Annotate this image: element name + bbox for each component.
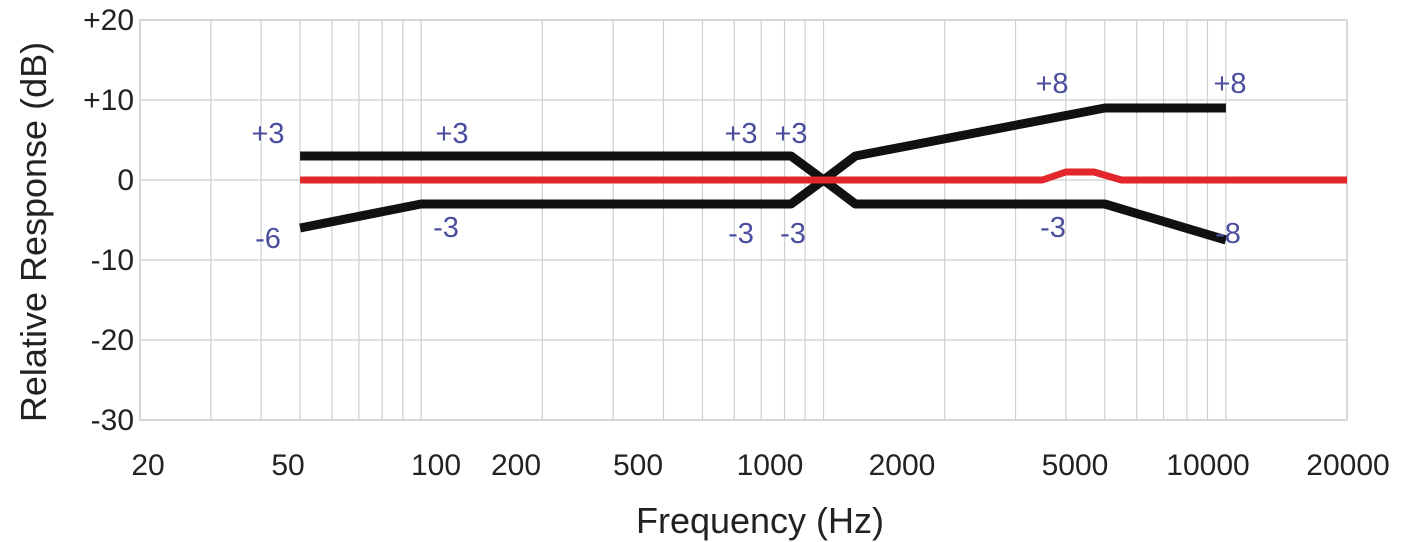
data-annotation: -3	[433, 212, 459, 244]
x-tick-label: 2000	[869, 449, 936, 482]
data-annotation: -3	[780, 218, 806, 250]
x-axis-title: Frequency (Hz)	[636, 500, 884, 541]
data-annotation: +8	[1035, 68, 1068, 100]
y-axis-title: Relative Response (dB)	[13, 42, 54, 422]
data-annotation: +3	[435, 118, 468, 150]
x-tick-label: 20	[131, 449, 164, 482]
data-annotation: -3	[728, 218, 754, 250]
x-tick-label: 200	[491, 449, 541, 482]
data-annotation: -3	[1040, 212, 1066, 244]
y-tick-labels: +20 +10 0 -10 -20 -30	[83, 4, 134, 437]
annotations: +3 +3 +3 +3 +8 +8 -6 -3 -3 -3 -3 -8	[251, 68, 1246, 255]
x-tick-label: 100	[411, 449, 461, 482]
data-annotation: -6	[255, 223, 281, 255]
y-tick-label: -20	[91, 324, 134, 357]
x-tick-label: 500	[613, 449, 663, 482]
x-tick-label: 10000	[1166, 449, 1249, 482]
data-annotation: +8	[1213, 68, 1246, 100]
y-tick-label: -30	[91, 404, 134, 437]
upper-tolerance-line	[300, 103, 1226, 185]
data-annotation: +3	[251, 118, 284, 150]
x-tick-label: 20000	[1306, 449, 1389, 482]
data-annotation: -8	[1215, 218, 1241, 250]
y-tick-label: 0	[117, 164, 134, 197]
response-curve	[300, 168, 1347, 184]
y-tick-label: -10	[91, 244, 134, 277]
grid	[139, 19, 1348, 421]
x-tick-labels: 20 50 100 200 500 1000 2000 5000 10000 20000	[131, 449, 1389, 482]
x-tick-label: 1000	[737, 449, 804, 482]
x-tick-label: 5000	[1042, 449, 1109, 482]
y-tick-label: +20	[83, 4, 134, 37]
series-lines	[299, 103, 1347, 245]
x-tick-label: 50	[271, 449, 304, 482]
data-annotation: +3	[774, 118, 807, 150]
data-annotation: +3	[724, 118, 757, 150]
y-tick-label: +10	[83, 84, 134, 117]
